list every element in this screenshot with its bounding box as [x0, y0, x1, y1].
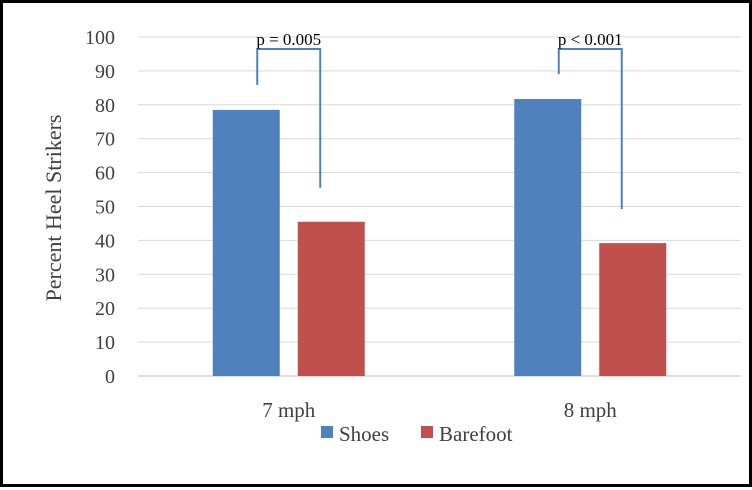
bar-shoes-7-mph	[212, 109, 280, 376]
y-tick-label: 60	[95, 163, 115, 185]
bar-chart: 0 10 20 30 40 50 60 70 80 90 100 Percent Heel Stri…	[41, 27, 741, 446]
y-tick-label: 70	[95, 129, 115, 151]
y-axis-label: Percent Heel Strikers	[41, 115, 66, 302]
y-tick-label: 20	[95, 298, 115, 320]
y-tick-label: 100	[85, 27, 115, 49]
x-category-label: 8 mph	[564, 398, 618, 422]
significance-bracket	[256, 48, 322, 188]
significance-bracket	[557, 48, 623, 210]
y-tick-label: 10	[95, 332, 115, 354]
bar-shoes-8-mph	[514, 99, 582, 377]
bar-barefoot-8-mph	[599, 243, 667, 376]
y-tick-label: 80	[95, 95, 115, 117]
category-labels: 7 mph 8 mph	[262, 398, 617, 422]
y-tick-label: 90	[95, 61, 115, 83]
y-tick-label: 40	[95, 230, 115, 252]
legend-swatch-shoes	[321, 426, 333, 438]
legend-label-shoes: Shoes	[339, 422, 389, 446]
bar-barefoot-7-mph	[297, 221, 365, 376]
y-axis-ticks: 0 10 20 30 40 50 60 70 80 90 100	[85, 27, 115, 388]
y-tick-label: 30	[95, 264, 115, 286]
y-tick-label: 0	[105, 366, 115, 388]
bars	[212, 99, 667, 377]
legend: Shoes Barefoot	[321, 422, 513, 446]
legend-swatch-barefoot	[421, 426, 433, 438]
x-category-label: 7 mph	[262, 398, 316, 422]
legend-label-barefoot: Barefoot	[439, 422, 513, 446]
y-tick-label: 50	[95, 197, 115, 219]
p-value-label: p = 0.005	[256, 30, 321, 49]
significance-brackets: p = 0.005 p < 0.001	[256, 30, 623, 210]
p-value-label: p < 0.001	[558, 30, 623, 49]
